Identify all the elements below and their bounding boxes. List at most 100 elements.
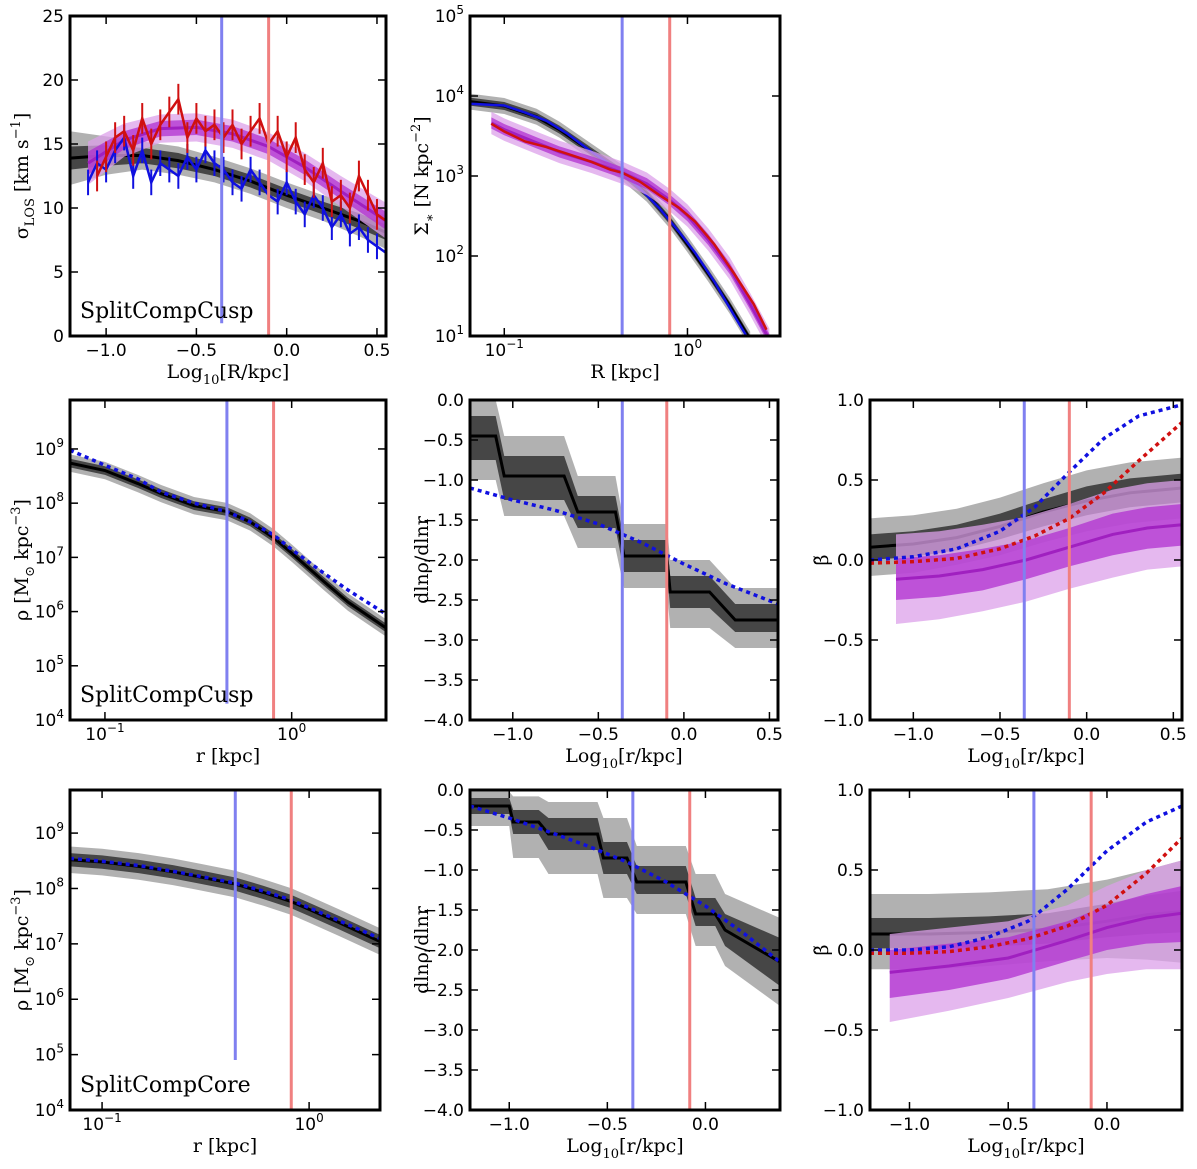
x-axis-label: Log10[r/kpc] [967, 745, 1084, 772]
y-tick-label: −1.5 [423, 511, 464, 531]
series-black-step [470, 791, 780, 1006]
y-axis-label: Σ∗ [N kpc−2] [409, 116, 438, 235]
series-blue-data [86, 124, 386, 266]
y-tick-label: 104 [35, 1097, 64, 1121]
plot-area [70, 790, 380, 1110]
series-blue-true [470, 804, 780, 964]
y-tick-label: −1.0 [423, 861, 464, 881]
y-axis-label: dlnρ/dlnr [411, 515, 433, 604]
line [470, 486, 778, 606]
x-tick-label: 0.0 [273, 341, 300, 361]
y-tick-label: 104 [435, 83, 464, 107]
x-axis-label: R [kpc] [590, 361, 660, 383]
panel-p5: −1.0 −0.5 0.0 0.5 0.0 −0.5 −1.0 −1.5 −2.0 −2.5 −3.… [411, 391, 783, 772]
y-tick-label: −2.0 [423, 941, 464, 961]
x-axis-label: r [kpc] [196, 745, 260, 767]
x-tick-label: 0.5 [1160, 725, 1187, 745]
y-tick-label: 0.5 [837, 471, 864, 491]
panel-p6: −1.0 −0.5 0.0 0.5 1.0 0.5 0.0 −0.5 −1.0 Log10[r/k… [811, 391, 1187, 772]
y-tick-label: 107 [35, 931, 64, 955]
series-red-true [870, 421, 1182, 565]
plot-area [70, 400, 386, 720]
y-tick-label: −1.0 [423, 471, 464, 491]
panel-p4: 10−1 100 104 105 106 107 108 109 r [kpc] ρ [M⊙ kp… [9, 398, 388, 767]
line [70, 448, 386, 616]
line [470, 804, 780, 964]
plot-area [870, 790, 1182, 1110]
panel-annotation: SplitCompCore [80, 1073, 251, 1098]
y-tick-label: 105 [35, 1042, 64, 1066]
x-tick-label: 10−1 [485, 337, 524, 361]
y-tick-label: 103 [435, 163, 464, 187]
line [870, 804, 1182, 952]
panel-annotation: SplitCompCusp [80, 683, 253, 708]
y-tick-label: 109 [35, 820, 64, 844]
y-tick-label: 0.5 [837, 861, 864, 881]
y-tick-label: 108 [35, 875, 64, 899]
y-tick-label: 0.0 [837, 551, 864, 571]
y-tick-label: 0.0 [837, 941, 864, 961]
series-black-step [470, 400, 778, 648]
y-axis-label: σLOS [km s−1] [9, 113, 38, 240]
x-axis-label: Log10[R/kpc] [167, 361, 290, 388]
y-axis-label: β̃ [811, 944, 833, 955]
line [870, 403, 1182, 562]
x-tick-label: −1.0 [893, 725, 934, 745]
band-inner [470, 416, 778, 632]
band-inner [470, 798, 780, 986]
y-tick-label: −4.0 [423, 1101, 464, 1121]
series-red-data [95, 83, 386, 237]
plot-area [870, 400, 1182, 720]
median-line [70, 461, 386, 630]
y-tick-label: −0.5 [423, 821, 464, 841]
x-tick-label: −0.5 [176, 341, 217, 361]
panel-p1: −1.0 −0.5 0.0 0.5 0 5 10 15 20 25 Log10[R/kpc] σLOS… [9, 7, 390, 388]
y-tick-label: −1.5 [423, 901, 464, 921]
line [870, 421, 1182, 565]
panel-p8: −1.0 −0.5 0.0 0.0 −0.5 −1.0 −1.5 −2.0 −2.5 −3.0 −3… [411, 781, 782, 1162]
y-tick-label: −3.5 [423, 1061, 464, 1081]
x-tick-label: −0.5 [979, 725, 1020, 745]
y-tick-label: 10 [42, 199, 64, 219]
y-tick-label: 101 [435, 323, 464, 347]
plot-area [470, 790, 780, 1110]
panel-p7: 10−1 100 104 105 106 107 108 109 r [kpc] ρ [M⊙ kp… [9, 788, 382, 1157]
y-tick-label: 105 [35, 653, 64, 677]
y-tick-label: 25 [42, 7, 64, 27]
x-tick-label: −1.0 [492, 725, 533, 745]
x-tick-label: 0.5 [363, 341, 390, 361]
x-tick-label: −0.5 [988, 1115, 1029, 1135]
axes-frame [68, 398, 388, 722]
x-axis-label: Log10[r/kpc] [566, 1135, 683, 1162]
y-axis-label: β̃ [811, 554, 833, 565]
y-tick-label: 20 [42, 71, 64, 91]
line [70, 856, 380, 941]
band-outer [491, 111, 770, 336]
x-tick-label: 0.0 [692, 1115, 719, 1135]
x-tick-label: −1.0 [889, 1115, 930, 1135]
y-tick-label: −3.0 [423, 631, 464, 651]
series-blue-true [870, 804, 1182, 952]
y-tick-label: 102 [435, 243, 464, 267]
x-tick-label: 0.0 [1093, 1115, 1120, 1135]
y-tick-label: −2.5 [423, 981, 464, 1001]
y-tick-label: 107 [35, 544, 64, 568]
y-tick-label: 106 [35, 986, 64, 1010]
panel-p9: −1.0 −0.5 0.0 1.0 0.5 0.0 −0.5 −1.0 Log10[r/kpc]… [811, 781, 1184, 1162]
series-blue-true [470, 486, 778, 606]
panel-p2: 10−1 100 101 102 103 104 105 R [kpc] Σ∗ [N kpc−2… [409, 3, 782, 383]
x-axis-label: r [kpc] [193, 1135, 257, 1157]
series-blue-true [870, 403, 1182, 562]
series-magenta-fit [490, 111, 770, 336]
y-tick-label: −1.0 [823, 711, 864, 731]
x-tick-label: 0.0 [1073, 725, 1100, 745]
y-tick-label: 105 [435, 3, 464, 27]
x-tick-label: −0.5 [587, 1115, 628, 1135]
line [490, 122, 768, 331]
x-tick-label: 100 [673, 337, 702, 361]
band-inner [889, 886, 1182, 998]
series-black-fit [70, 454, 386, 637]
x-axis-label: Log10[r/kpc] [967, 1135, 1084, 1162]
y-tick-label: −1.0 [823, 1101, 864, 1121]
